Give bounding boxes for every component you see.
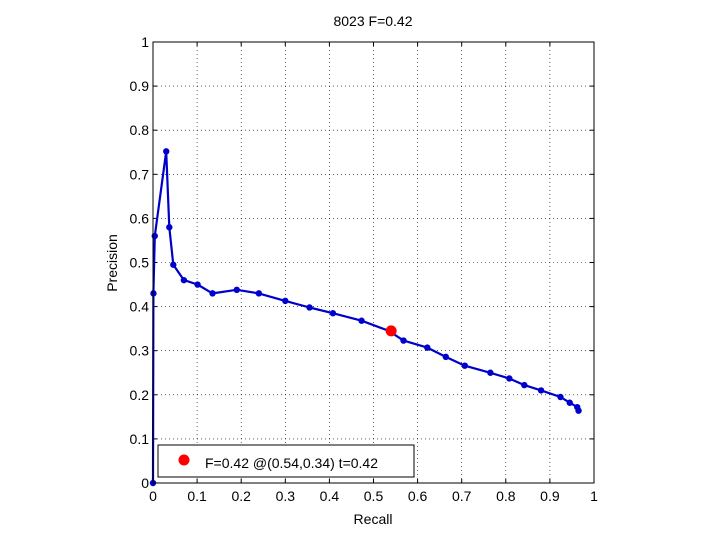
data-point: [233, 286, 240, 294]
x-tick-label: 0.3: [276, 488, 296, 504]
data-point: [358, 317, 365, 324]
data-point: [282, 297, 289, 305]
data-point: [537, 387, 545, 394]
x-tick-label: 0.1: [187, 488, 207, 504]
data-point: [166, 224, 173, 231]
data-point: [424, 344, 431, 351]
data-point: [180, 276, 188, 284]
y-tick-label: 0.6: [130, 210, 150, 226]
chart-title: 8023 F=0.42: [333, 13, 412, 29]
data-point: [557, 393, 564, 401]
data-point: [163, 148, 170, 155]
data-point: [575, 407, 582, 414]
plot-area: 0 0.1 0.2 0.3 0.4 0.5 0.6 0.7 0.8 0.9 1 0 0.1 0.2 0.3 0…: [130, 34, 599, 504]
x-tick-label: 0.6: [408, 488, 428, 504]
series-layer: [149, 148, 582, 487]
data-point: [487, 369, 494, 376]
x-tick-label: 0.9: [540, 488, 560, 504]
data-point: [209, 290, 216, 297]
data-point: [306, 304, 313, 311]
x-tick-label: 0: [149, 488, 157, 504]
y-tick-label: 0.7: [130, 166, 150, 182]
x-tick-label: 0.2: [231, 488, 251, 504]
best-f-point: [385, 325, 397, 337]
x-tick-label: 0.8: [496, 488, 516, 504]
data-point: [566, 399, 573, 406]
y-tick-label: 0.9: [130, 78, 150, 94]
plot-frame: [152, 41, 595, 484]
data-point: [170, 261, 177, 268]
y-tick-label: 0.3: [130, 343, 150, 359]
y-tick-label: 0.5: [130, 255, 150, 271]
y-tick-label: 0.1: [130, 431, 150, 447]
legend-text: F=0.42 @(0.54,0.34) t=0.42: [205, 455, 378, 471]
y-tick-label: 0: [141, 475, 149, 491]
data-point: [442, 353, 450, 361]
y-axis-label: Precision: [104, 234, 120, 292]
data-point: [329, 310, 337, 317]
data-point: [194, 281, 201, 288]
grid-lines: [153, 42, 594, 483]
data-point: [506, 375, 513, 382]
x-axis-label: Recall: [354, 511, 393, 527]
y-tick-label: 0.2: [130, 387, 150, 403]
y-tick-label: 0.8: [130, 122, 150, 138]
data-point: [255, 290, 263, 297]
x-tick-label: 1: [590, 488, 598, 504]
data-point: [400, 337, 407, 344]
legend: F=0.42 @(0.54,0.34) t=0.42: [157, 444, 415, 478]
legend-marker: [178, 454, 190, 466]
data-point: [461, 362, 468, 369]
x-tick-label: 0.4: [320, 488, 340, 504]
y-tick-label: 0.4: [130, 299, 150, 315]
y-tick-label: 1: [141, 34, 149, 50]
data-point: [521, 381, 528, 389]
axis-ticks: 0 0.1 0.2 0.3 0.4 0.5 0.6 0.7 0.8 0.9 1 0 0.1 0.2 0.3 0…: [130, 34, 599, 504]
series-line: [151, 150, 580, 484]
legend-box: [157, 444, 415, 478]
x-tick-label: 0.5: [364, 488, 384, 504]
x-tick-label: 0.7: [452, 488, 472, 504]
